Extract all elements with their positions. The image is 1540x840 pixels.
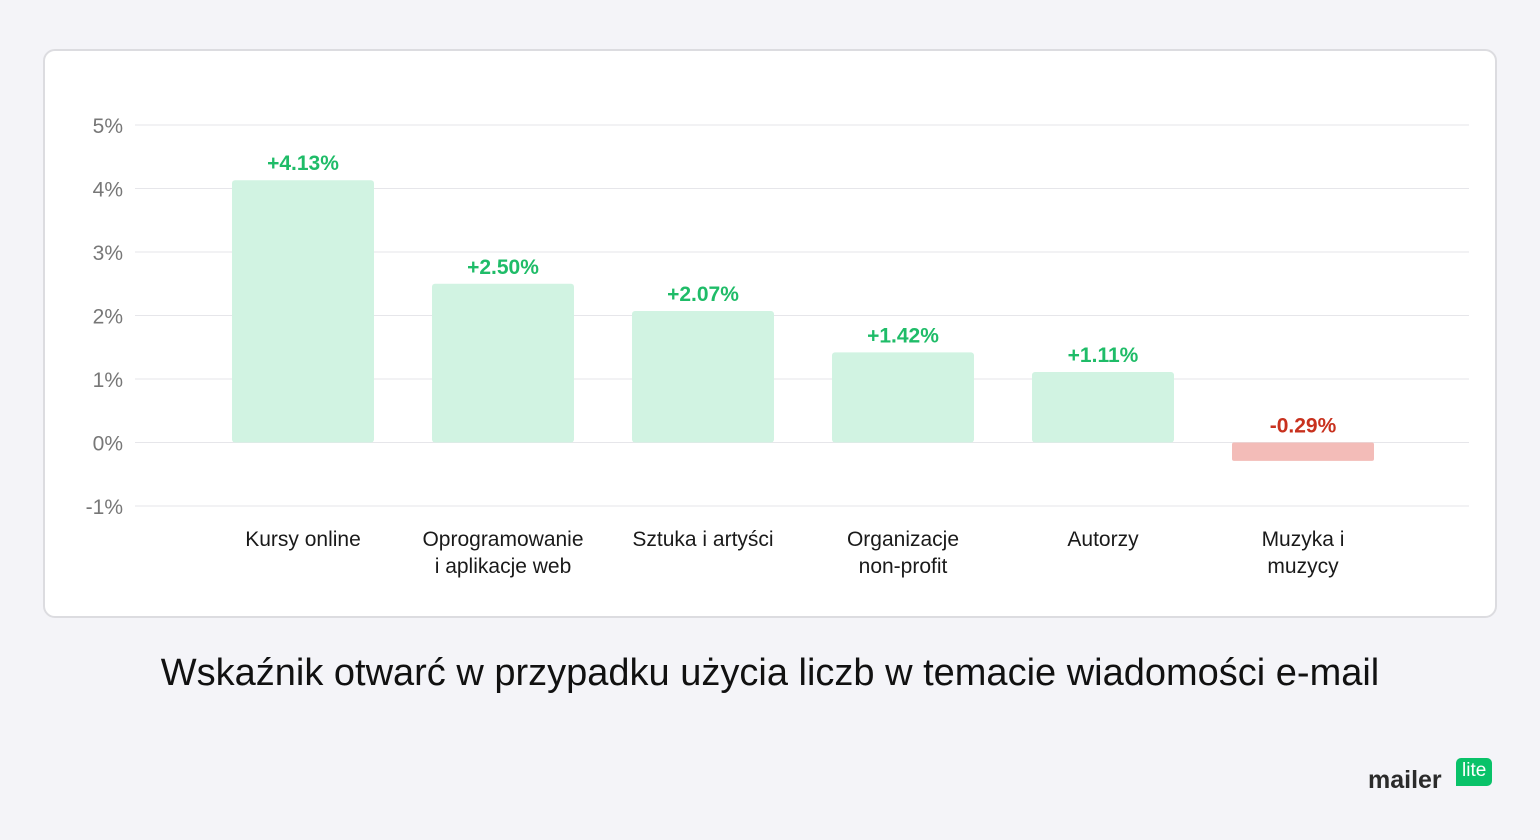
x-tick-label-line: i aplikacje web (435, 555, 572, 578)
logo-badge: lite (1456, 758, 1493, 786)
y-tick-label: 3% (93, 242, 123, 265)
chart-caption: Wskaźnik otwarć w przypadku użycia liczb… (160, 652, 1380, 694)
x-tick-label-line: Organizacje (847, 528, 959, 551)
x-tick-label: Kursy online (245, 528, 361, 551)
y-tick-label: 0% (93, 433, 123, 456)
data-label: +2.07% (667, 283, 739, 306)
x-tick-label: Oprogramowanie i aplikacje web (422, 528, 583, 578)
x-tick-label-line: Oprogramowanie (422, 528, 583, 551)
data-label: +4.13% (267, 152, 339, 175)
x-tick-label-line: Kursy online (245, 528, 361, 551)
bar-chart: 5% 4% 3% 2% 1% 0% -1% +4.13% Kursy online +2.50% O… (86, 115, 1469, 578)
y-tick-label: 1% (93, 369, 123, 392)
y-tick-label: 5% (93, 115, 123, 138)
bar (1032, 372, 1174, 443)
bar (832, 352, 974, 443)
x-tick-label-line: Autorzy (1067, 528, 1139, 551)
bar (232, 180, 374, 443)
bar (632, 311, 774, 443)
data-label: +1.42% (867, 324, 939, 347)
x-tick-label: Sztuka i artyści (632, 528, 773, 551)
y-tick-label: 2% (93, 306, 123, 329)
logo-word: mailer (1368, 766, 1442, 794)
bar (432, 283, 574, 443)
mailerlite-logo: mailer lite (1368, 758, 1508, 798)
data-label: +2.50% (467, 256, 539, 279)
data-label: +1.11% (1068, 344, 1139, 367)
chart-card: 5% 4% 3% 2% 1% 0% -1% +4.13% Kursy online +2.50% O… (43, 49, 1497, 618)
data-label: -0.29% (1270, 415, 1337, 438)
x-tick-label-line: muzycy (1267, 555, 1339, 578)
x-tick-label-line: Sztuka i artyści (632, 528, 773, 551)
y-tick-label: -1% (86, 496, 123, 519)
x-tick-label: Organizacje non-profit (847, 528, 959, 578)
x-tick-label-line: Muzyka i (1262, 528, 1345, 551)
x-tick-label: Muzyka i muzycy (1262, 528, 1345, 578)
y-tick-label: 4% (93, 179, 123, 202)
bar (1232, 442, 1374, 461)
x-tick-label: Autorzy (1067, 528, 1139, 551)
x-tick-label-line: non-profit (859, 555, 948, 578)
